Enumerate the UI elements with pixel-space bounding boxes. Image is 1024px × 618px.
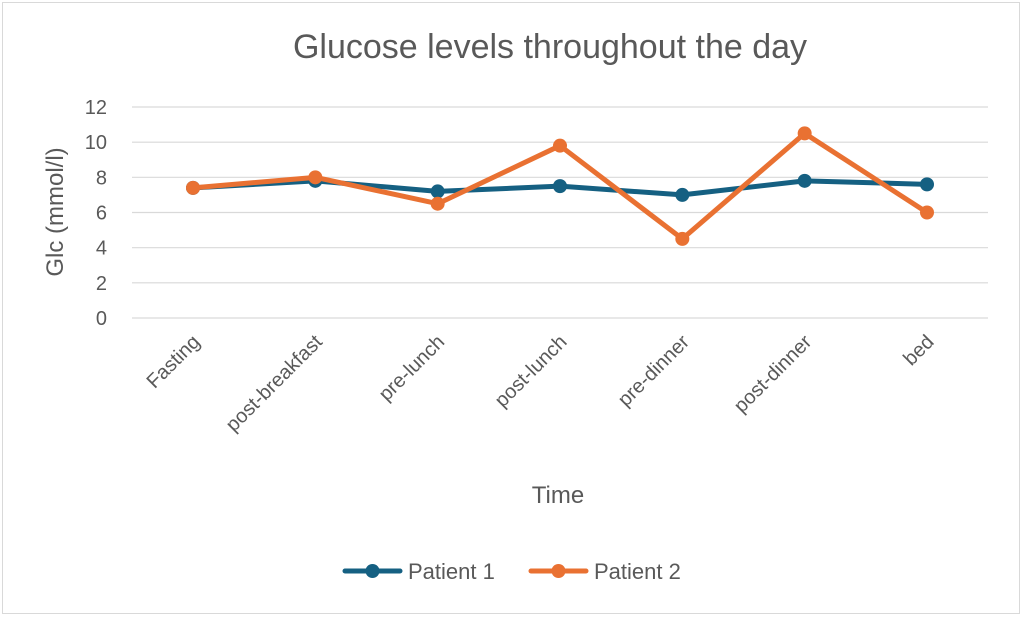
legend-marker (365, 564, 380, 578)
y-tick-label: 10 (85, 132, 107, 154)
legend: Patient 1 Patient 2 (342, 559, 681, 584)
data-point (553, 179, 567, 194)
chart-title: Glucose levels throughout the day (293, 28, 807, 66)
legend-label: Patient 1 (408, 559, 495, 584)
x-tick-label: bed (899, 331, 938, 370)
data-point (430, 196, 445, 211)
y-tick-label: 8 (96, 167, 107, 189)
series-layer (186, 126, 934, 246)
legend-item: Patient 1 (342, 559, 495, 584)
data-point (308, 170, 323, 185)
gridlines (132, 106, 988, 319)
y-axis-ticks: 0 2 4 6 8 10 12 (85, 97, 107, 330)
data-point (797, 173, 812, 188)
x-tick-label: pre-lunch (375, 331, 450, 406)
y-tick-label: 4 (96, 238, 107, 260)
x-axis-ticks: Fasting post-breakfast pre-lunch post-lunch… (143, 331, 939, 436)
legend-marker (551, 564, 566, 578)
y-axis-label: Glc (mmol/l) (42, 147, 69, 276)
legend-item: Patient 2 (528, 559, 681, 584)
x-axis-label: Time (532, 482, 584, 509)
data-point (430, 184, 445, 199)
data-point (920, 177, 934, 192)
y-tick-label: 2 (96, 273, 107, 295)
x-tick-label: Fasting (143, 331, 205, 393)
data-point (797, 126, 812, 141)
series-2 (186, 126, 934, 246)
legend-label: Patient 2 (594, 559, 681, 584)
x-tick-label: pre-dinner (614, 331, 694, 411)
y-tick-label: 12 (85, 97, 107, 119)
x-tick-label: post-lunch (491, 331, 572, 412)
y-tick-label: 0 (96, 308, 107, 330)
x-tick-label: post-dinner (730, 331, 817, 418)
data-point (675, 187, 690, 202)
data-point (553, 138, 567, 153)
data-point (920, 205, 934, 220)
y-tick-label: 6 (96, 203, 107, 225)
data-point (675, 231, 690, 246)
data-point (186, 180, 200, 195)
x-tick-label: post-breakfast (222, 331, 327, 436)
